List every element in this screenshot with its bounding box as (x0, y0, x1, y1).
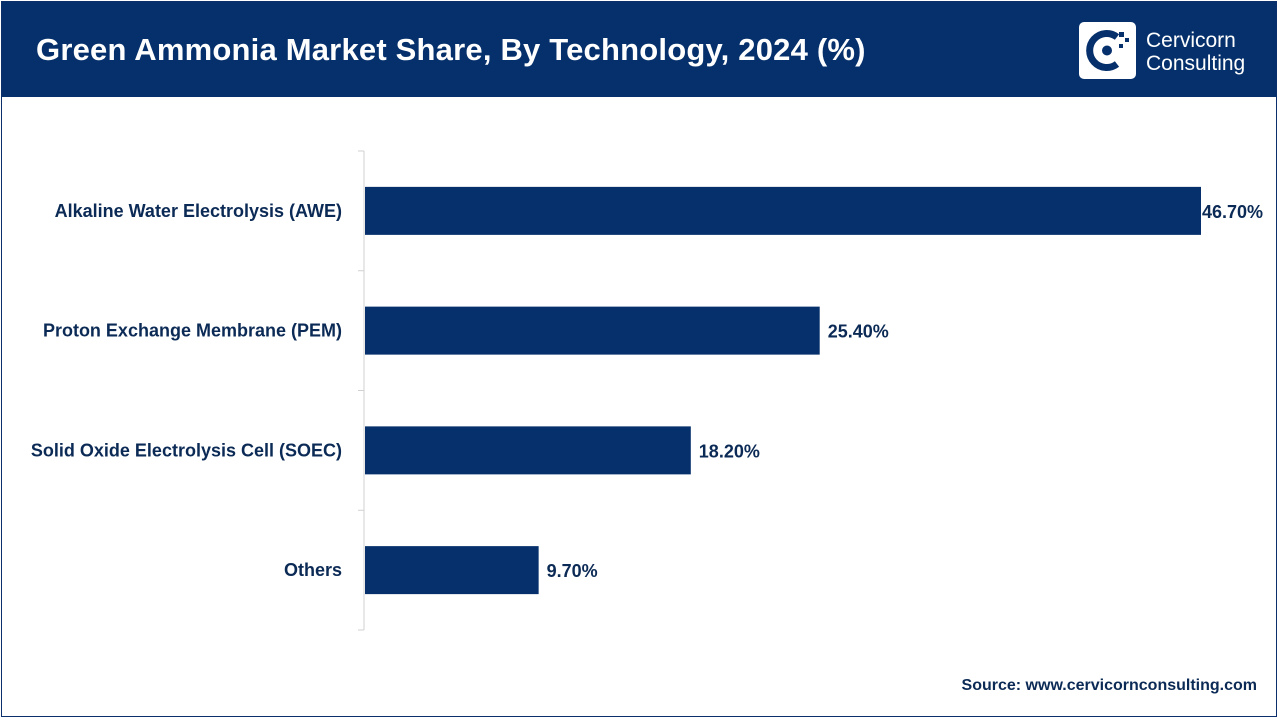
logo-mark (1079, 22, 1136, 79)
header-banner: Green Ammonia Market Share, By Technolog… (2, 2, 1276, 97)
data-label: 18.20% (699, 441, 760, 461)
data-label: 25.40% (828, 322, 889, 342)
logo-c-icon (1086, 30, 1129, 71)
source-note: Source: www.cervicornconsulting.com (961, 677, 1257, 694)
category-tick-label: Proton Exchange Membrane (PEM) (43, 321, 342, 341)
page-title: Green Ammonia Market Share, By Technolog… (36, 32, 866, 67)
brand-logo: Cervicorn Consulting (1079, 22, 1259, 80)
bar (365, 426, 691, 475)
logo-text-line2: Consulting (1146, 52, 1246, 75)
data-label: 9.70% (547, 561, 598, 581)
data-label: 46.70% (1202, 202, 1263, 222)
bar (365, 186, 1201, 235)
category-tick-label: Alkaline Water Electrolysis (AWE) (55, 201, 342, 221)
category-tick-label: Solid Oxide Electrolysis Cell (SOEC) (31, 440, 342, 460)
bar (365, 546, 539, 595)
category-tick-label: Others (284, 560, 342, 580)
logo-text-line1: Cervicorn (1146, 29, 1236, 52)
bar (365, 306, 820, 355)
